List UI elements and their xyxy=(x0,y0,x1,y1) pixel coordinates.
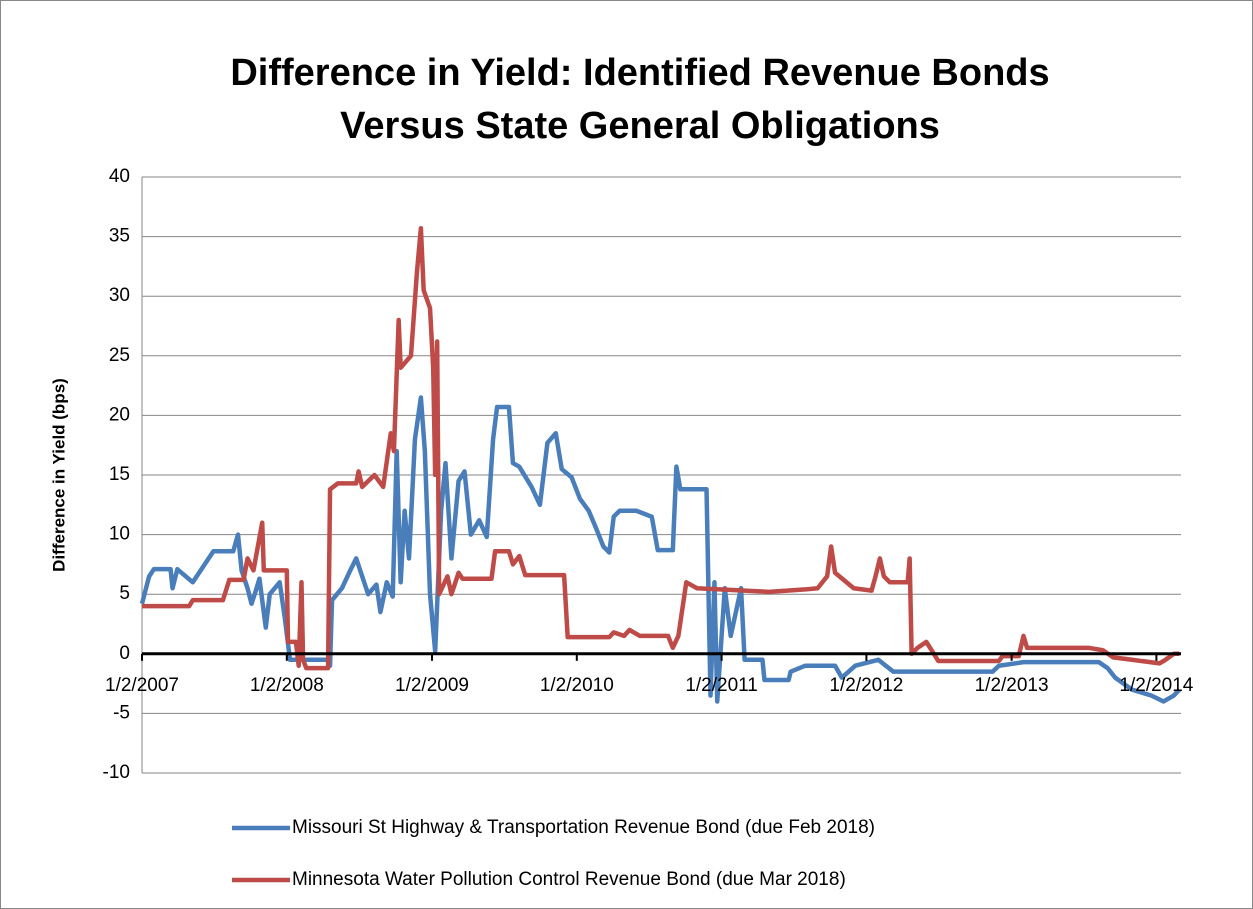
x-tick-label: 1/2/2014 xyxy=(1119,675,1193,696)
legend-label: Minnesota Water Pollution Control Revenu… xyxy=(292,869,846,890)
y-tick-label: 30 xyxy=(109,285,130,306)
y-tick-label: 40 xyxy=(109,166,130,187)
x-tick-label: 1/2/2008 xyxy=(250,675,324,696)
y-tick-label: 20 xyxy=(109,404,130,425)
x-tick-label: 1/2/2013 xyxy=(975,675,1049,696)
y-tick-label: -10 xyxy=(103,762,130,783)
data-line xyxy=(139,395,1182,704)
y-tick-label: 35 xyxy=(109,226,130,247)
y-axis-title: Difference in Yield (bps) xyxy=(49,378,68,572)
y-tick-label: 0 xyxy=(119,643,130,664)
y-tick-label: 5 xyxy=(119,583,130,604)
y-tick-label: -5 xyxy=(113,702,130,723)
chart-title: Versus State General Obligations xyxy=(340,105,940,147)
y-tick-label: 25 xyxy=(109,345,130,366)
x-tick-label: 1/2/2012 xyxy=(829,675,903,696)
x-tick-label: 1/2/2007 xyxy=(105,675,179,696)
y-tick-label: 10 xyxy=(109,524,130,545)
data-line xyxy=(142,226,1180,671)
x-tick-label: 1/2/2010 xyxy=(540,675,614,696)
y-tick-label: 15 xyxy=(109,464,130,485)
chart-title: Difference in Yield: Identified Revenue … xyxy=(230,52,1049,94)
legend-label: Missouri St Highway & Transportation Rev… xyxy=(292,817,875,838)
x-tick-label: 1/2/2009 xyxy=(395,675,469,696)
x-tick-label: 1/2/2011 xyxy=(685,675,758,696)
